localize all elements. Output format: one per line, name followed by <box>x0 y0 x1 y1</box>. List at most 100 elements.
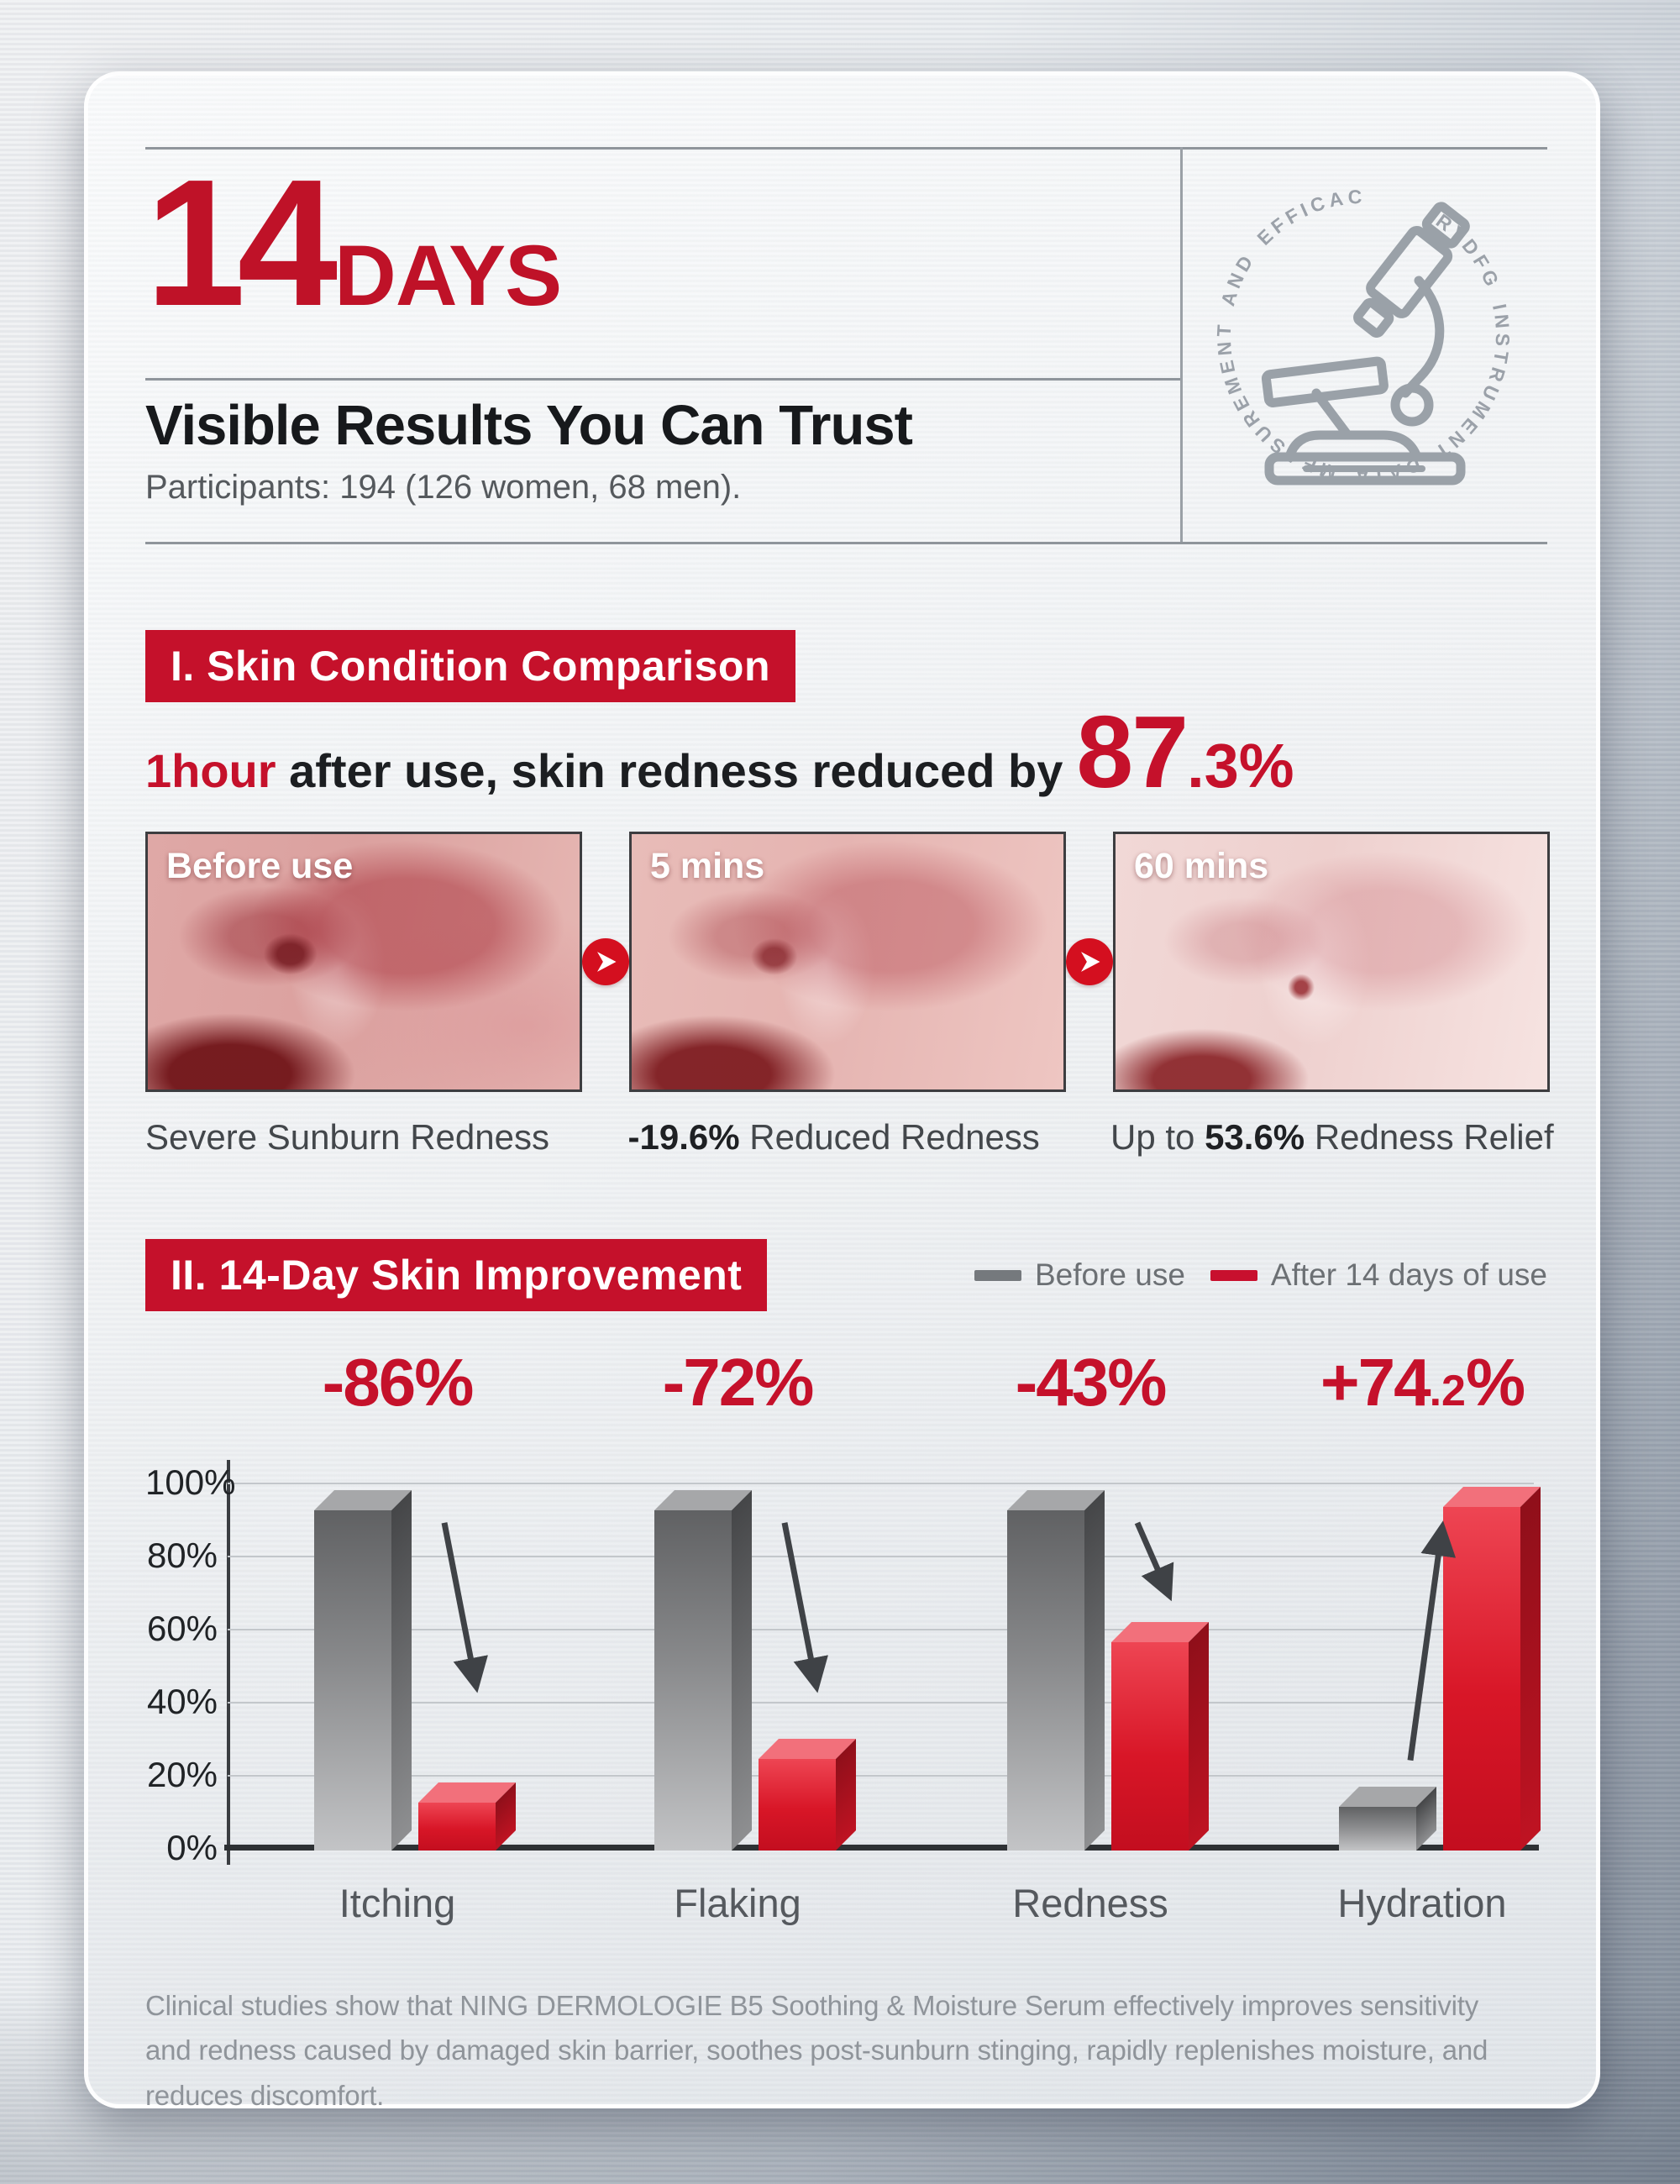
caption-before-use: Severe Sunburn Redness <box>145 1117 582 1158</box>
category-label-hydration: Hydration <box>1337 1881 1507 1925</box>
caption-gap <box>582 1117 628 1158</box>
trend-arrow-down <box>1134 1521 1174 1602</box>
days-headline: 14 DAYS <box>145 141 562 344</box>
next-arrow-icon <box>582 938 629 985</box>
header-mid-rule <box>145 378 1180 381</box>
bar-after-flaking <box>759 1739 856 1851</box>
grid-line <box>228 1483 1534 1484</box>
header-top-rule <box>145 147 1547 150</box>
bar-side-face <box>1189 1622 1209 1851</box>
legend-label: Before use <box>1034 1257 1185 1292</box>
change-label-decimal: .2 <box>1429 1367 1466 1415</box>
caption-text: Severe Sunburn Redness <box>145 1117 549 1157</box>
section1-headline: 1hour after use, skin redness reduced by… <box>145 693 1540 811</box>
change-label: +74.2% <box>1279 1344 1565 1421</box>
bar-after-redness <box>1111 1622 1209 1851</box>
category-label-itching: Itching <box>339 1881 456 1925</box>
section2-header-row: II. 14-Day Skin Improvement Before use A… <box>145 1239 1547 1311</box>
caption-text: Redness Relief <box>1305 1117 1554 1157</box>
photo-before-use: Before use <box>145 832 582 1092</box>
y-tick-label: 40% <box>146 1682 218 1721</box>
bar-before-itching <box>314 1490 412 1851</box>
change-label-percent: % <box>1465 1345 1525 1420</box>
next-arrow-icon <box>1066 938 1113 985</box>
legend-label: After 14 days of use <box>1270 1257 1547 1292</box>
photo-gap <box>1066 938 1113 985</box>
legend-swatch-red <box>1210 1269 1257 1281</box>
photo-60-mins: 60 mins <box>1113 832 1550 1092</box>
bar-side-face <box>1084 1490 1105 1851</box>
trend-arrow-down <box>781 1522 828 1693</box>
bar-before-flaking <box>654 1490 752 1851</box>
chart-legend: Before use After 14 days of use <box>974 1257 1547 1293</box>
change-label: -72% <box>595 1344 880 1421</box>
photo-5-mins: 5 mins <box>629 832 1066 1092</box>
section1-banner: I. Skin Condition Comparison <box>145 630 795 702</box>
y-tick-label: 0% <box>166 1828 218 1867</box>
change-label-int: -43 <box>1015 1345 1110 1420</box>
legend-item-after: After 14 days of use <box>1210 1257 1547 1293</box>
caption-gap <box>1065 1117 1111 1158</box>
change-label-percent: % <box>414 1345 474 1420</box>
caption-bold-value: -19.6% <box>627 1117 740 1157</box>
y-tick-label: 60% <box>146 1609 218 1648</box>
y-tick-label: 20% <box>146 1755 218 1794</box>
grid-line <box>228 1556 1534 1557</box>
trend-arrow-up <box>1407 1520 1457 1761</box>
bar-before-redness <box>1007 1490 1105 1851</box>
photo-captions-row: Severe Sunburn Redness -19.6% Reduced Re… <box>145 1117 1554 1158</box>
bar-side-face <box>1520 1487 1541 1851</box>
change-label-percent: % <box>1107 1345 1167 1420</box>
grid-line <box>228 1702 1534 1704</box>
change-label-int: -72 <box>662 1345 757 1420</box>
photo-gap <box>582 938 629 985</box>
photo-label: 5 mins <box>650 846 765 886</box>
headline-value: 87 <box>1076 695 1189 809</box>
chart-x-axis <box>224 1845 1539 1851</box>
change-label-int: -86 <box>322 1345 417 1420</box>
header-vertical-divider <box>1180 147 1183 542</box>
caption-bold-value: 53.6% <box>1205 1117 1305 1157</box>
footer-disclaimer: Clinical studies show that NING DERMOLOG… <box>145 1990 1488 2111</box>
chart-y-axis <box>227 1460 230 1865</box>
grid-line <box>228 1629 1534 1630</box>
headline-rest-text: after use, skin redness reduced by <box>289 744 1063 797</box>
participants-note: Participants: 194 (126 women, 68 men). <box>145 469 742 506</box>
days-word: DAYS <box>334 228 562 323</box>
bar-side-face <box>732 1490 752 1851</box>
change-label-percent: % <box>754 1345 814 1420</box>
category-label-redness: Redness <box>1012 1881 1168 1925</box>
legend-item-before: Before use <box>974 1257 1185 1293</box>
instrument-seal: RYDFG INSTRUMENT DATA MEASUREMENT AND EF… <box>1179 151 1509 486</box>
days-number: 14 <box>145 141 338 344</box>
headline-hour: 1hour <box>145 744 276 797</box>
legend-swatch-gray <box>974 1269 1021 1281</box>
y-tick-label: 100% <box>145 1462 236 1502</box>
caption-text: Reduced Redness <box>739 1117 1040 1157</box>
photo-comparison-row: Before use 5 mins 60 mins <box>145 832 1550 1092</box>
caption-60-mins: Up to 53.6% Redness Relief <box>1110 1117 1554 1158</box>
section2-banner: II. 14-Day Skin Improvement <box>145 1239 768 1311</box>
headline-value-decimal: .3% <box>1187 731 1294 801</box>
change-label: -86% <box>255 1344 540 1421</box>
caption-5-mins: -19.6% Reduced Redness <box>628 1117 1065 1158</box>
change-label-int: +74 <box>1320 1345 1431 1420</box>
photo-label: 60 mins <box>1134 846 1269 886</box>
page-title: Visible Results You Can Trust <box>145 394 913 457</box>
bar-before-hydration <box>1339 1786 1436 1851</box>
header-bottom-rule <box>145 542 1547 544</box>
caption-text: Up to <box>1110 1117 1205 1157</box>
bar-side-face <box>836 1739 856 1851</box>
infographic-card: 14 DAYS Visible Results You Can Trust Pa… <box>84 71 1600 2111</box>
bar-side-face <box>391 1490 412 1851</box>
trend-arrow-down <box>441 1522 488 1693</box>
bar-after-hydration <box>1443 1487 1541 1851</box>
change-label: -43% <box>948 1344 1233 1421</box>
section1-banner-label: I. Skin Condition Comparison <box>171 643 770 690</box>
photo-label: Before use <box>166 846 354 886</box>
y-tick-label: 80% <box>146 1536 218 1575</box>
improvement-bar-chart: 100% 80% 60% 40% 20% 0% -86% Itching -72% Flaking… <box>145 1336 1547 1949</box>
bar-after-itching <box>418 1782 516 1851</box>
category-label-flaking: Flaking <box>674 1881 801 1925</box>
microscope-icon <box>1261 202 1470 486</box>
